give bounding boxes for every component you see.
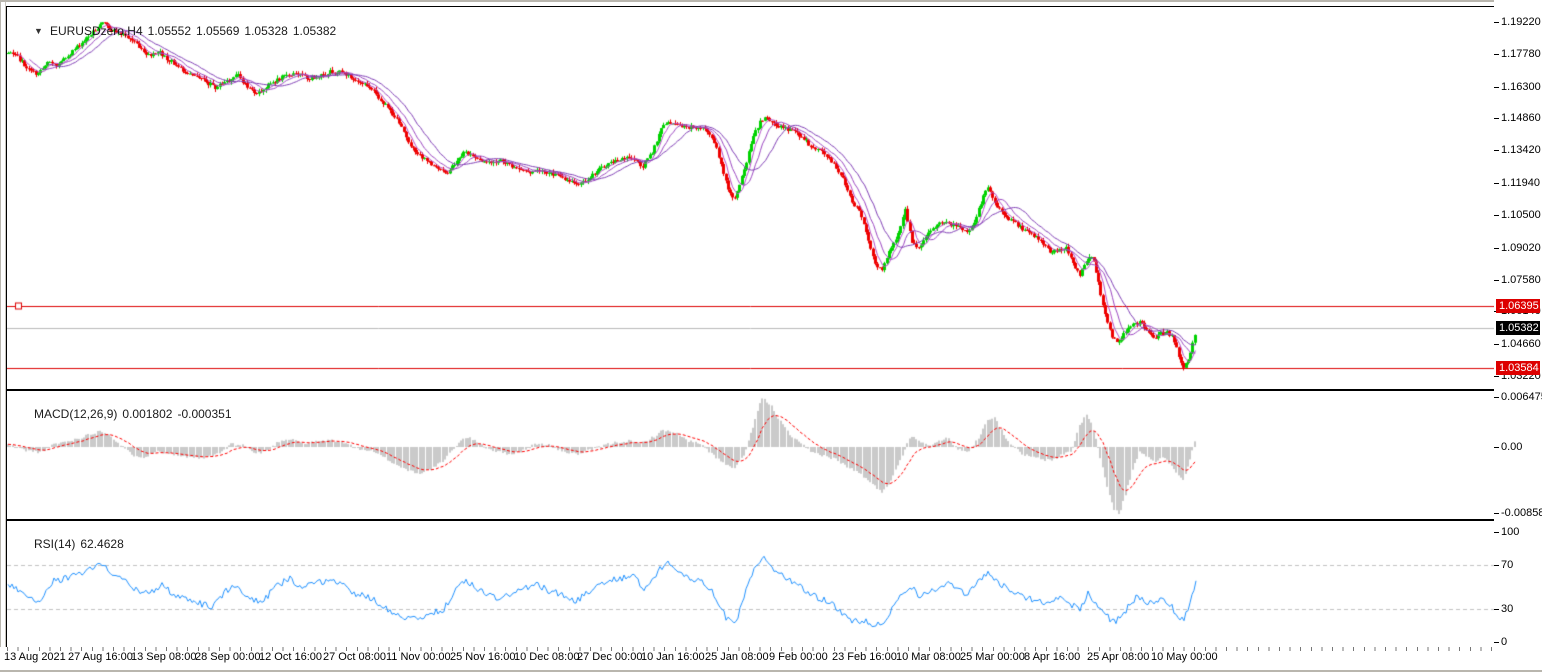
macd-signal-value: -0.000351 — [177, 407, 232, 421]
quote-low: 1.05328 — [244, 24, 288, 38]
window-top-edge — [0, 0, 1542, 2]
time-tick-label: 8 Apr 16:00 — [1024, 651, 1081, 663]
time-tick-label: 10 Mar 08:00 — [896, 651, 961, 663]
price-tick-tick — [1494, 150, 1499, 151]
macd-panel: MACD(12,26,9) 0.001802 -0.000351 — [6, 390, 1497, 520]
time-tick-label: 23 Feb 16:00 — [832, 651, 897, 663]
time-tick-label: 10 Jan 16:00 — [641, 651, 705, 663]
time-tick-label: 13 Aug 2021 — [4, 651, 66, 663]
time-tick-label: 25 Jan 08:00 — [705, 651, 769, 663]
price-tick-tick — [1494, 118, 1499, 119]
time-axis-ticks — [7, 647, 1495, 651]
time-tick-label: 9 Feb 00:00 — [769, 651, 828, 663]
main-chart-panel: ▼ EURUSDzero,H4 1.05552 1.05569 1.05328 1.053… — [6, 6, 1497, 390]
macd-tick-tick — [1494, 447, 1499, 448]
quote-open: 1.05552 — [147, 24, 192, 38]
chart-header: ▼ EURUSDzero,H4 1.05552 1.05569 1.05328 1.053… — [14, 10, 336, 52]
price-tag-level: 1.06395 — [1496, 299, 1540, 313]
price-tag-current: 1.05382 — [1496, 321, 1540, 335]
time-tick-label: 27 Oct 08:00 — [323, 651, 386, 663]
quote-high: 1.05569 — [196, 24, 240, 38]
macd-tick-tick — [1494, 513, 1499, 514]
price-tick-tick — [1494, 87, 1499, 88]
time-axis[interactable]: 13 Aug 2021 27 Aug 16:00 13 Sep 08:00 28 Se… — [0, 647, 1542, 670]
price-tick-label: 1.16300 — [1501, 81, 1541, 93]
price-tick-label: 1.09020 — [1501, 242, 1541, 254]
macd-header: MACD(12,26,9) 0.001802 -0.000351 — [14, 393, 232, 435]
price-tick-tick — [1494, 248, 1499, 249]
rsi-tick-label: 30 — [1501, 603, 1514, 615]
price-tick-label: 1.14860 — [1501, 112, 1541, 124]
rsi-canvas[interactable] — [7, 521, 1494, 646]
price-tick-tick — [1494, 22, 1499, 23]
macd-tick-label: 0.006475 — [1501, 391, 1542, 403]
time-tick-label: 10 Dec 08:00 — [514, 651, 580, 663]
macd-label: MACD(12,26,9) — [34, 407, 118, 421]
rsi-label: RSI(14) — [34, 537, 76, 551]
rsi-tick-label: 70 — [1501, 559, 1514, 571]
window-left-inner-edge — [5, 2, 6, 670]
price-tick-label: 1.13420 — [1501, 144, 1541, 156]
price-tick-label: 1.19220 — [1501, 16, 1541, 28]
price-tick-label: 1.07580 — [1501, 274, 1541, 286]
macd-tick-tick — [1494, 397, 1499, 398]
time-tick-label: 10 May 00:00 — [1151, 651, 1218, 663]
price-tick-tick — [1494, 215, 1499, 216]
price-tick-tick — [1494, 376, 1499, 377]
time-tick-label: 27 Dec 00:00 — [577, 651, 643, 663]
time-tick-label: 12 Oct 16:00 — [259, 651, 322, 663]
price-tick-tick — [1494, 183, 1499, 184]
symbol-timeframe-label: EURUSDzero,H4 — [49, 24, 143, 38]
time-tick-label: 25 Apr 08:00 — [1087, 651, 1150, 663]
time-tick-label: 28 Sep 00:00 — [195, 651, 261, 663]
main-chart-canvas[interactable] — [7, 7, 1494, 387]
macd-canvas[interactable] — [7, 391, 1494, 517]
price-tick-label: 1.11940 — [1501, 177, 1540, 189]
time-tick-label: 25 Nov 16:00 — [450, 651, 516, 663]
rsi-tick-tick — [1494, 609, 1499, 610]
price-axis[interactable]: 1.19220 1.17780 1.16300 1.14860 1.13420 1.119… — [1494, 0, 1542, 648]
rsi-tick-tick — [1494, 532, 1499, 533]
rsi-tick-tick — [1494, 642, 1499, 643]
rsi-value: 62.4628 — [80, 537, 124, 551]
price-tag-level: 1.03584 — [1496, 361, 1540, 375]
price-tick-label: 1.10500 — [1501, 209, 1541, 221]
time-tick-label: 11 Nov 00:00 — [386, 651, 451, 663]
price-tick-tick — [1494, 344, 1499, 345]
price-tick-label: 1.04660 — [1501, 338, 1541, 350]
price-tick-tick — [1494, 54, 1499, 55]
time-tick-label: 13 Sep 08:00 — [131, 651, 197, 663]
rsi-tick-tick — [1494, 565, 1499, 566]
rsi-tick-label: 100 — [1501, 526, 1520, 538]
quote-close: 1.05382 — [292, 24, 337, 38]
rsi-panel: RSI(14) 62.4628 — [6, 520, 1497, 649]
window-bottom-edge — [0, 670, 1542, 672]
macd-value: 0.001802 — [122, 407, 173, 421]
macd-tick-label: -0.008587 — [1501, 507, 1542, 519]
time-tick-label: 27 Aug 16:00 — [68, 651, 133, 663]
rsi-header: RSI(14) 62.4628 — [14, 523, 124, 565]
time-tick-label: 25 Mar 00:00 — [960, 651, 1025, 663]
price-tick-label: 1.17780 — [1501, 48, 1541, 60]
macd-tick-label: 0.00 — [1501, 441, 1523, 453]
window-left-edge — [0, 0, 1, 672]
price-tick-tick — [1494, 280, 1499, 281]
rsi-tick-label: 0 — [1501, 636, 1508, 648]
chevron-down-icon[interactable]: ▼ — [34, 26, 43, 36]
